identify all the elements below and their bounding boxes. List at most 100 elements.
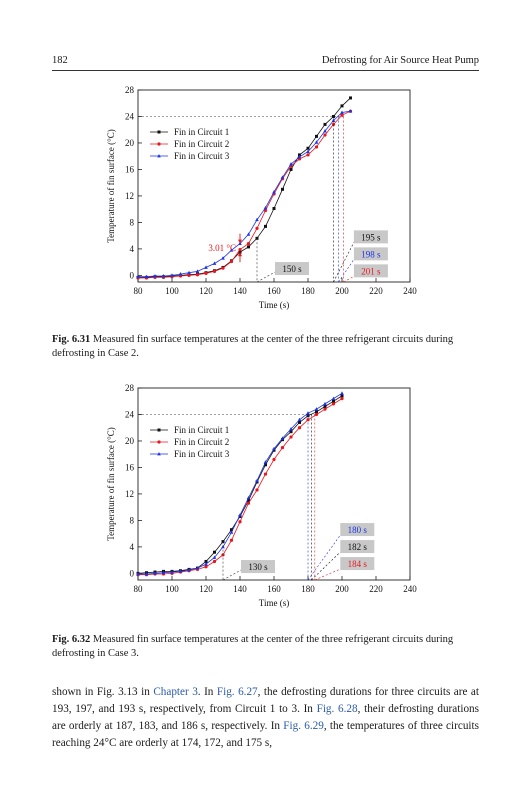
data-point [340,396,344,401]
data-point [280,436,285,440]
caption-label: Fig. 6.31 [52,334,91,345]
end-label-box [353,264,388,278]
data-point [314,140,319,144]
y-tick-label: 8 [130,217,135,227]
x-tick-label: 180 [301,286,315,296]
chart-fig-6-31: 80 100 120 140 160 180 200 220 240 0 4 8 12 16 20 24 28 T… [106,85,417,310]
chapter-3-link[interactable]: Chapter 3 [153,686,198,698]
y-tick-label: 16 [125,462,135,472]
data-point [170,570,174,574]
data-point [331,396,336,400]
delta-label: 3.01 °C [208,243,236,253]
start-leader [222,569,242,581]
data-point [281,187,284,191]
data-point [314,412,319,417]
data-point [204,559,208,563]
page-number: 182 [52,55,68,66]
end-leader [338,259,355,283]
x-tick-label: 160 [267,584,281,594]
x-tick-label: 80 [134,584,144,594]
caption-text: Measured fin surface temperatures at the… [52,634,454,659]
chart-fig-6-32: 80 100 120 140 160 180 200 220 240 0 4 8 12 16 20 24 28 T… [106,372,417,608]
x-tick-label: 140 [233,584,247,594]
end-label: 180 s [348,525,368,535]
data-point [153,571,157,575]
x-tick-label: 160 [267,286,281,296]
data-point [331,402,336,406]
data-point [178,569,183,573]
caption-fig-6-32: Fig. 6.32 Measured fin surface temperatu… [52,633,479,661]
legend-marker [157,428,161,432]
end-label-box [340,557,375,571]
data-point [297,154,302,159]
delta-label: 1.93 °C [186,380,214,382]
start-label: 150 s [282,264,302,274]
figure-6-32: 80 100 120 140 160 180 200 220 240 0 4 8 12 16 20 24 28 T… [0,372,531,625]
x-tick-label: 220 [369,286,383,296]
data-point [348,109,353,113]
end-label-box [353,247,388,261]
data-point [170,273,174,277]
data-point [264,224,267,228]
data-point [272,207,276,211]
data-point [323,129,327,133]
data-point [213,550,216,554]
x-tick-label: 220 [369,584,383,594]
series-line-circuit-2 [138,110,351,279]
data-point [221,266,225,270]
x-tick-label: 240 [403,584,417,594]
end-leader [311,551,341,581]
data-point [314,145,319,149]
data-point [298,420,301,424]
data-point [195,566,200,570]
data-point [349,96,352,100]
data-point [263,208,268,213]
legend-label: Fin in Circuit 3 [174,449,230,459]
data-point [331,118,336,122]
data-point [238,247,242,252]
data-point [289,167,293,171]
legend-label: Fin in Circuit 3 [174,151,230,161]
data-point [161,570,166,575]
data-point [289,430,293,434]
series-line-circuit-3 [138,110,351,278]
y-tick-label: 4 [130,244,135,254]
end-leader [343,276,355,283]
data-point [289,427,293,431]
data-point [255,226,259,230]
data-point [187,273,191,277]
data-point [204,562,208,566]
data-point [255,217,259,222]
data-point [263,460,268,464]
fig-6-27-link[interactable]: Fig. 6.27 [216,686,258,698]
end-label: 198 s [361,249,381,259]
data-point [246,495,251,500]
data-point [144,572,149,576]
data-point [212,269,217,274]
fig-6-28-link[interactable]: Fig. 6.28 [316,703,358,715]
data-point [161,274,166,278]
y-tick-label: 0 [130,568,135,578]
data-point [263,205,268,210]
x-tick-label: 240 [403,286,417,296]
data-point [280,175,285,179]
data-point [306,146,310,150]
legend-marker [157,130,161,134]
end-label-box [340,523,375,537]
x-tick-label: 140 [233,286,247,296]
caption-label: Fig. 6.32 [52,634,91,645]
legend-label: Fin in Circuit 2 [174,139,229,149]
data-point [289,162,293,166]
fig-6-29-link[interactable]: Fig. 6.29 [283,720,324,732]
data-point [264,463,267,467]
legend-marker [157,440,161,444]
end-label: 201 s [361,266,381,276]
data-point [204,565,208,569]
data-point [314,407,319,411]
data-point [323,133,327,137]
data-point [272,457,276,462]
data-point [230,528,233,532]
data-point [246,232,251,236]
data-point [247,499,250,503]
caption-text: Measured fin surface temperatures at the… [52,334,454,359]
